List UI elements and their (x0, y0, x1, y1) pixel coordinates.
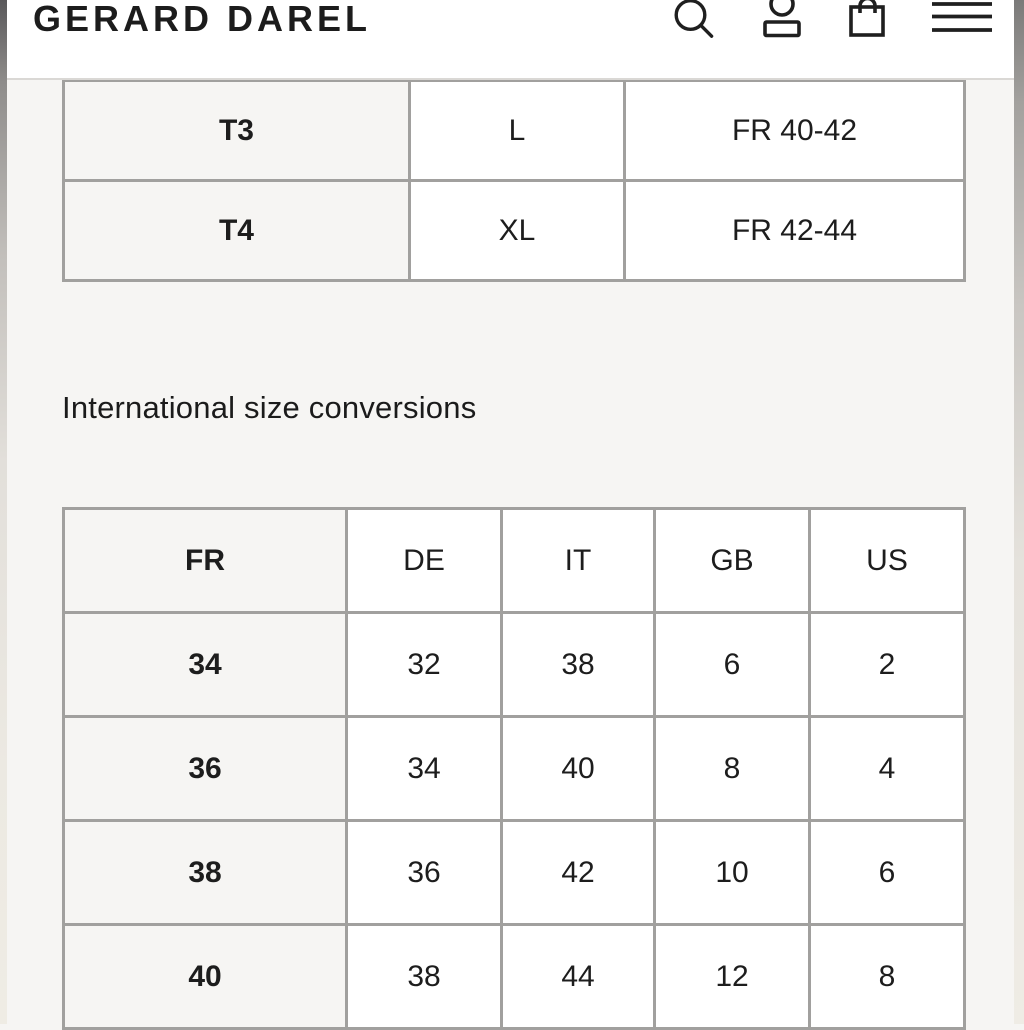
size-cell: 34 (345, 715, 503, 822)
international-conversions-table: FR DE IT GB US 34 32 38 6 2 36 34 40 8 4… (62, 507, 966, 1030)
column-header: IT (500, 507, 656, 614)
menu-icon[interactable] (932, 1, 992, 34)
size-cell: 36 (62, 715, 348, 822)
size-cell: 44 (500, 923, 656, 1030)
size-cell: FR 40-42 (623, 79, 966, 182)
size-equivalence-table: T3 L FR 40-42 T4 XL FR 42-44 (62, 79, 966, 282)
size-cell: L (408, 79, 626, 182)
size-cell: FR 42-44 (623, 179, 966, 282)
size-cell: 38 (500, 611, 656, 718)
size-cell: XL (408, 179, 626, 282)
site-header: GERARD DAREL (7, 0, 1014, 80)
bag-icon[interactable] (847, 0, 887, 38)
size-cell: 38 (345, 923, 503, 1030)
size-cell: 2 (808, 611, 966, 718)
size-cell: 32 (345, 611, 503, 718)
size-cell: T4 (62, 179, 411, 282)
size-cell: 12 (653, 923, 811, 1030)
size-cell: 38 (62, 819, 348, 926)
table-row: 36 34 40 8 4 (62, 715, 966, 822)
size-cell: 6 (808, 819, 966, 926)
size-cell: 34 (62, 611, 348, 718)
size-cell: 36 (345, 819, 503, 926)
table-header-row: FR DE IT GB US (62, 507, 966, 614)
account-icon[interactable] (762, 0, 802, 38)
column-header: GB (653, 507, 811, 614)
size-cell: 8 (653, 715, 811, 822)
column-header: US (808, 507, 966, 614)
size-cell: 6 (653, 611, 811, 718)
size-cell: T3 (62, 79, 411, 182)
brand-logo[interactable]: GERARD DAREL (33, 0, 372, 39)
size-cell: 40 (62, 923, 348, 1030)
column-header: FR (62, 507, 348, 614)
table-row: 34 32 38 6 2 (62, 611, 966, 718)
column-header: DE (345, 507, 503, 614)
conversions-heading: International size conversions (62, 390, 477, 425)
search-icon[interactable] (673, 0, 715, 40)
size-cell: 40 (500, 715, 656, 822)
size-cell: 10 (653, 819, 811, 926)
screen-edge-left (0, 0, 7, 1024)
size-cell: 4 (808, 715, 966, 822)
table-row: T3 L FR 40-42 (62, 79, 966, 182)
table-row: T4 XL FR 42-44 (62, 179, 966, 282)
size-cell: 42 (500, 819, 656, 926)
table-row: 38 36 42 10 6 (62, 819, 966, 926)
table-row: 40 38 44 12 8 (62, 923, 966, 1030)
size-cell: 8 (808, 923, 966, 1030)
screen-edge-right (1014, 0, 1024, 1024)
